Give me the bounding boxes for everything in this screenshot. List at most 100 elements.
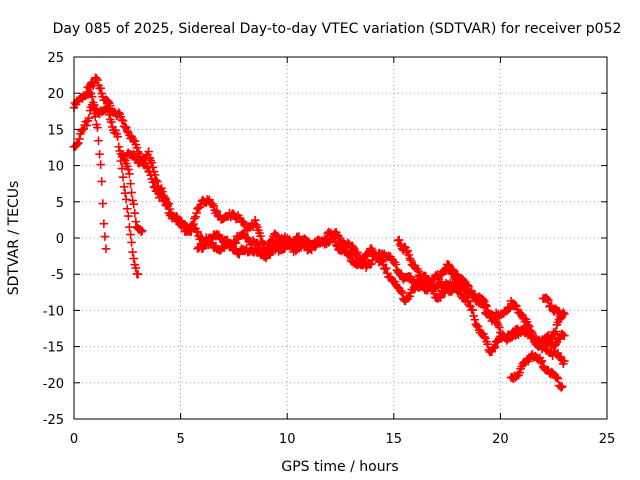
data-point xyxy=(473,322,483,332)
data-point xyxy=(96,160,105,169)
data-point xyxy=(86,89,96,98)
series-track-14 xyxy=(538,293,567,321)
data-point xyxy=(539,337,549,347)
data-point xyxy=(403,246,412,255)
data-point xyxy=(331,240,341,250)
data-point xyxy=(121,195,131,204)
data-point xyxy=(118,172,128,182)
data-point xyxy=(306,244,315,254)
data-point xyxy=(152,177,162,186)
data-point xyxy=(165,204,175,214)
series-track-4 xyxy=(116,156,143,279)
data-point xyxy=(130,260,140,269)
data-point xyxy=(192,208,201,218)
data-point xyxy=(396,269,406,279)
data-point xyxy=(515,368,524,377)
data-point xyxy=(96,83,105,93)
data-point xyxy=(490,342,500,352)
data-point xyxy=(382,263,391,273)
data-point xyxy=(128,247,137,257)
data-point xyxy=(214,230,224,240)
y-tick-label: -5 xyxy=(51,268,64,283)
data-point xyxy=(479,329,488,339)
data-point xyxy=(469,311,479,321)
data-point xyxy=(164,199,174,208)
data-point xyxy=(104,110,114,119)
data-point xyxy=(560,331,569,341)
x-tick-label: 0 xyxy=(70,432,78,447)
y-tick-label: -10 xyxy=(43,304,64,319)
data-point xyxy=(551,327,561,336)
data-point xyxy=(89,100,99,110)
data-point xyxy=(137,226,147,236)
data-point xyxy=(144,147,153,156)
data-point xyxy=(447,287,456,296)
data-point xyxy=(121,123,131,133)
data-point xyxy=(131,263,141,273)
data-point xyxy=(449,269,458,279)
data-point xyxy=(157,183,166,193)
y-tick-label: 0 xyxy=(56,232,64,247)
data-point xyxy=(93,75,102,85)
data-point xyxy=(179,221,189,231)
data-point xyxy=(116,156,126,166)
y-tick-label: -20 xyxy=(43,377,64,392)
data-point xyxy=(124,211,133,221)
data-point xyxy=(560,356,569,366)
data-point xyxy=(414,266,423,276)
data-point xyxy=(130,208,140,218)
data-point xyxy=(307,245,317,255)
data-point xyxy=(147,174,157,184)
data-point xyxy=(212,206,222,216)
data-point xyxy=(120,122,130,132)
data-point xyxy=(129,254,138,263)
data-point xyxy=(113,132,123,142)
data-point xyxy=(468,305,477,315)
axis-ticks: 0 5 10 15 20 25 -25 -20 -15 -10 -5 0 5 10 15 20 25 xyxy=(43,51,616,447)
data-point xyxy=(125,169,134,179)
x-tick-label: 25 xyxy=(599,432,616,447)
y-tick-label: 15 xyxy=(47,123,64,138)
data-point xyxy=(151,175,161,185)
data-point xyxy=(128,196,137,205)
data-point xyxy=(133,269,143,279)
data-point xyxy=(100,232,110,241)
data-point xyxy=(149,167,159,177)
data-point xyxy=(418,276,427,285)
series-track-10 xyxy=(442,262,569,369)
data-point xyxy=(126,230,135,239)
data-point xyxy=(123,204,132,214)
data-point xyxy=(481,334,490,343)
data-point xyxy=(79,124,88,134)
data-point xyxy=(495,323,504,332)
data-point xyxy=(537,356,547,366)
data-point xyxy=(117,115,127,125)
data-point xyxy=(131,217,141,226)
data-point xyxy=(148,163,158,172)
data-point xyxy=(294,232,304,241)
data-point xyxy=(125,222,134,232)
data-point xyxy=(463,280,472,290)
data-point xyxy=(378,260,388,269)
data-point xyxy=(435,291,444,301)
x-tick-label: 10 xyxy=(279,432,296,447)
data-point xyxy=(537,344,547,354)
data-point xyxy=(464,281,473,291)
data-point xyxy=(108,122,117,132)
data-point xyxy=(434,274,443,284)
data-point xyxy=(480,332,489,342)
data-point xyxy=(87,92,97,101)
data-point xyxy=(94,136,103,146)
data-point xyxy=(132,143,142,152)
data-point xyxy=(404,250,414,260)
data-point xyxy=(552,372,562,382)
chart-title: Day 085 of 2025, Sidereal Day-to-day VTE… xyxy=(53,21,622,37)
data-point xyxy=(464,296,473,306)
y-tick-label: 20 xyxy=(47,87,64,102)
data-point xyxy=(114,142,124,152)
data-point xyxy=(73,138,83,148)
data-point xyxy=(223,235,232,245)
data-point xyxy=(298,236,308,245)
data-point xyxy=(417,272,426,281)
